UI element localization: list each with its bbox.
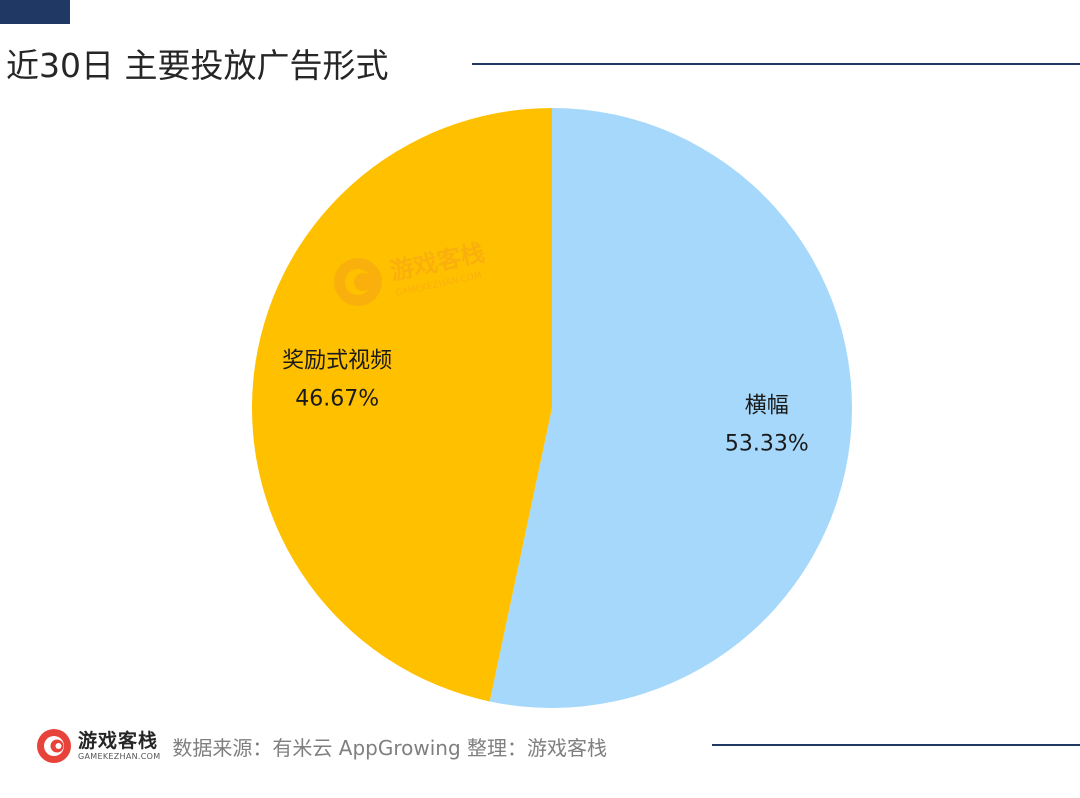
gamekezhan-logo-icon — [37, 729, 71, 763]
slice-label: 横幅 — [745, 394, 789, 419]
pie-slice — [489, 108, 852, 708]
title-divider — [472, 63, 1080, 65]
pie-slice — [251, 108, 553, 702]
logo-url: GAMEKEZHAN.COM — [78, 752, 161, 761]
slice-label: 奖励式视频 — [282, 348, 392, 373]
footer: 游戏客栈 GAMEKEZHAN.COM 数据来源：有米云 AppGrowing … — [34, 726, 607, 766]
slice-value: 53.33% — [725, 432, 809, 457]
slice-value: 46.67% — [295, 386, 379, 411]
data-source: 数据来源：有米云 AppGrowing 整理：游戏客栈 — [172, 735, 608, 760]
footer-divider — [712, 744, 1080, 746]
top-accent-bar — [0, 0, 70, 24]
logo-name: 游戏客栈 — [78, 730, 159, 752]
chart-title: 近30日 主要投放广告形式 — [6, 46, 389, 85]
